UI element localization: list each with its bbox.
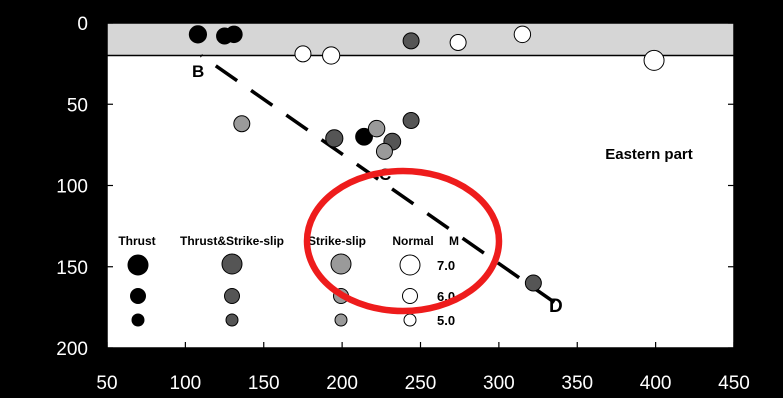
legend-header-normal: Normal: [392, 234, 433, 248]
x-tick-label: 350: [561, 373, 593, 394]
profile-line: [200, 54, 563, 309]
earthquake-point-strike-slip: [375, 142, 393, 160]
earthquake-point-strike-slip: [233, 115, 251, 133]
x-tick-label: 400: [640, 373, 672, 394]
y-tick-label: 0: [77, 14, 88, 35]
x-tick-label: 300: [483, 373, 515, 394]
earthquake-point-normal: [449, 34, 467, 51]
y-tick-label: 200: [56, 339, 88, 360]
legend-marker-thrust-m5: [131, 313, 145, 327]
highlight-ellipse: [303, 167, 503, 315]
legend-header-thrust: Thrust: [118, 234, 155, 248]
earthquake-point-thrust-strike-slip: [402, 32, 420, 50]
y-tick-label: 50: [67, 95, 88, 116]
y-tick-label: 150: [56, 258, 88, 279]
region-annotation: Eastern part: [605, 146, 693, 163]
legend-marker-strike-slip-m5: [334, 313, 348, 327]
earthquake-point-normal: [294, 45, 312, 63]
x-tick-label: 250: [405, 373, 437, 394]
legend-marker-thrust-strike-slip-m5: [225, 313, 239, 327]
earthquake-point-thrust-strike-slip: [524, 274, 542, 292]
earthquake-point-thrust: [225, 25, 243, 44]
x-tick-label: 150: [248, 373, 280, 394]
plot-area: [106, 22, 735, 349]
x-tick-label: 100: [170, 373, 202, 394]
profile-label-b: B: [192, 62, 204, 81]
earthquake-point-thrust: [355, 127, 373, 146]
x-tick-label: 50: [96, 373, 117, 394]
earthquake-point-normal: [643, 49, 665, 71]
legend-marker-thrust-strike-slip-m6: [224, 288, 240, 304]
legend-marker-thrust-m7: [127, 254, 149, 276]
x-tick-label: 450: [718, 373, 750, 394]
earthquake-point-strike-slip: [367, 119, 386, 138]
legend-magnitude-5: 5.0: [437, 313, 455, 328]
legend-marker-thrust-strike-slip-m7: [221, 253, 243, 275]
legend-marker-normal-m5: [403, 313, 417, 327]
profile-label-d: D: [549, 296, 563, 317]
legend-marker-normal-m6: [402, 288, 418, 304]
legend-marker-strike-slip-m7: [330, 253, 352, 275]
legend-marker-normal-m7: [399, 254, 421, 276]
legend-header-magnitude: M: [449, 234, 459, 248]
shallow-depth-band: [106, 22, 735, 57]
earthquake-point-thrust-strike-slip: [325, 129, 344, 148]
x-tick-label: 200: [326, 373, 358, 394]
legend-header-strike-slip: Strike-slip: [308, 234, 366, 248]
earthquake-point-normal: [513, 25, 532, 44]
y-tick-label: 100: [56, 177, 88, 198]
legend-marker-thrust-m6: [130, 288, 146, 304]
earthquake-point-thrust: [188, 25, 208, 44]
legend-header-thrust-strike-slip: Thrust&Strike-slip: [180, 234, 284, 248]
earthquake-point-thrust-strike-slip: [402, 112, 420, 129]
earthquake-point-normal: [322, 46, 341, 65]
legend-magnitude-7: 7.0: [437, 258, 455, 273]
